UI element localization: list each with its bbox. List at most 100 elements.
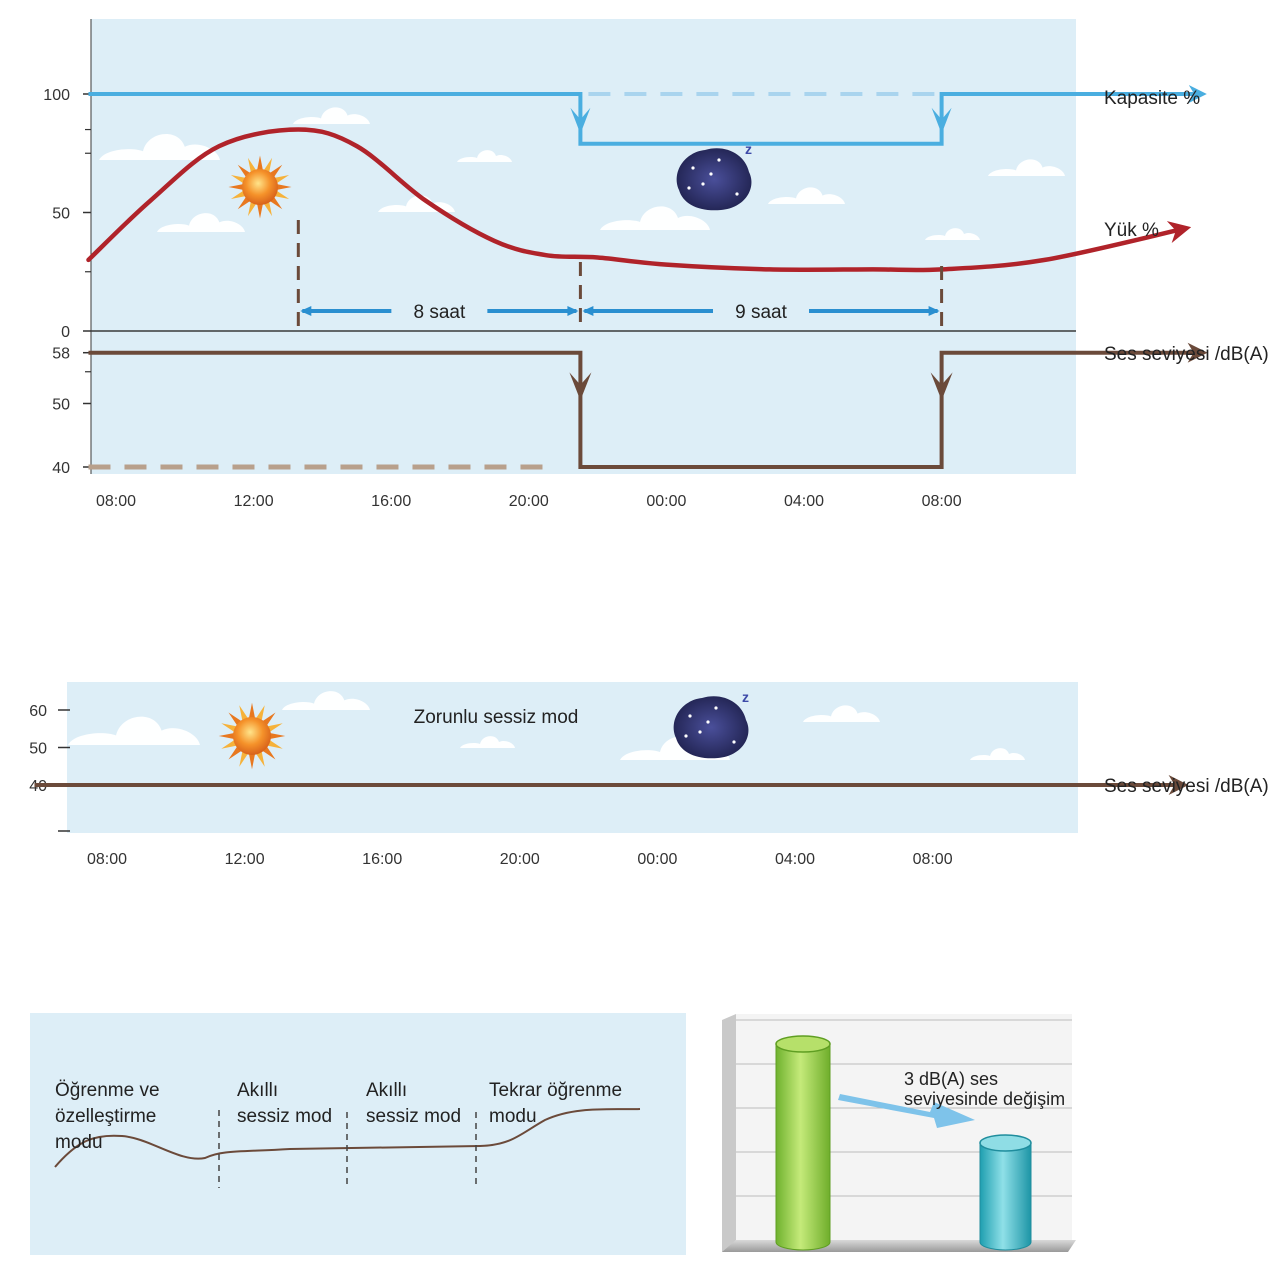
x-tick-label: 08:00 xyxy=(913,851,953,868)
interval-label: 9 saat xyxy=(735,302,787,323)
cloud-icon xyxy=(68,716,200,745)
y-tick-label: 0 xyxy=(61,324,70,341)
interval-brackets: 8 saat 9 saat xyxy=(300,302,940,323)
comparison-bars xyxy=(775,1035,1032,1251)
y-tick-label: 100 xyxy=(43,87,70,104)
cloud-icon xyxy=(99,133,220,160)
x-tick-label: 08:00 xyxy=(87,851,127,868)
sun-icon xyxy=(218,702,286,770)
comparison-annotation-line-2: seviyesinde değişim xyxy=(904,1089,1065,1109)
night-cloud xyxy=(676,148,752,211)
y-tick-label: 60 xyxy=(29,703,47,720)
sun-ray xyxy=(247,201,257,217)
sun-ray xyxy=(257,203,263,219)
comparison-annotation-line-1: 3 dB(A) ses xyxy=(904,1069,998,1089)
mode-curve-line xyxy=(54,1108,641,1168)
sun-disc xyxy=(242,169,278,205)
x-tick-label: 00:00 xyxy=(637,851,677,868)
modes-chart: Öğrenme ve özelleştirme modu Akıllı sessiz m… xyxy=(30,1013,686,1255)
cloud-icon xyxy=(768,187,845,204)
star xyxy=(706,720,710,724)
sun-ray xyxy=(239,751,249,767)
cloud-icon xyxy=(970,748,1025,760)
cloud-icon xyxy=(988,159,1065,176)
forced-sound-legend-label: Ses seviyesi /dB(A) xyxy=(1104,776,1269,797)
sun-ray xyxy=(247,157,257,173)
sun-ray xyxy=(237,196,251,210)
phase-label-line: Öğrenme ve xyxy=(55,1080,160,1101)
sun-ray xyxy=(269,196,283,210)
sun-ray xyxy=(248,702,256,719)
sun-ray xyxy=(274,174,290,184)
sound-down-arrowhead-1 xyxy=(569,372,592,401)
star xyxy=(717,158,721,162)
phase-label-line: modu xyxy=(489,1106,537,1127)
sun-ray xyxy=(263,157,273,173)
main-chart-y-ticks: 100 50 0 58 50 40 xyxy=(43,19,92,477)
modes-chart-background xyxy=(30,1013,686,1255)
sun-icon xyxy=(228,155,292,219)
comparison-side-wall xyxy=(722,1014,736,1252)
sun-ray xyxy=(274,190,290,200)
sun-ray xyxy=(255,705,265,721)
x-tick-label: 16:00 xyxy=(362,851,402,868)
phase-label-line: özelleştirme xyxy=(55,1106,156,1127)
sun-ray xyxy=(262,746,276,760)
interval-arrowhead xyxy=(567,306,579,316)
sun-ray xyxy=(263,201,273,217)
cloud-icon xyxy=(460,736,515,748)
capacity-series-line xyxy=(88,85,1207,146)
cloud-icon xyxy=(803,705,880,722)
capacity-step-arrowhead xyxy=(931,107,952,134)
x-tick-label: 00:00 xyxy=(646,493,686,510)
phase-label-line: sessiz mod xyxy=(366,1106,461,1127)
sun-ray xyxy=(239,705,249,721)
sun-ray xyxy=(230,190,246,200)
interval-arrowhead xyxy=(582,306,594,316)
main-chart: 100 50 0 58 50 40 08:00 12:00 16:00 20:00 00:00 04… xyxy=(43,19,1269,510)
moon-icon: z xyxy=(673,689,749,759)
interval-arrowhead xyxy=(300,306,312,316)
phase-label-line: Tekrar öğrenme xyxy=(489,1080,622,1101)
sun-ray xyxy=(237,164,251,178)
star xyxy=(735,192,739,196)
sound-legend-label: Ses seviyesi /dB(A) xyxy=(1104,344,1269,365)
interval-markers xyxy=(296,220,944,331)
moon-icon: z xyxy=(676,141,752,211)
sun-ray xyxy=(218,732,235,740)
sound-series-line xyxy=(88,342,1208,469)
sun-ray xyxy=(269,164,283,178)
sun-ray xyxy=(276,184,292,190)
y-tick-label: 40 xyxy=(52,460,70,477)
sun-ray xyxy=(228,746,242,760)
phase-labels: Öğrenme ve özelleştirme modu Akıllı sessiz m… xyxy=(55,1080,622,1153)
x-tick-label: 12:00 xyxy=(234,493,274,510)
sun-ray xyxy=(221,739,237,749)
x-tick-label: 08:00 xyxy=(96,493,136,510)
sleep-glyph: z xyxy=(742,689,749,705)
forced-chart-background xyxy=(67,682,1078,833)
cylinder-bar xyxy=(775,1043,831,1251)
x-tick-label: 20:00 xyxy=(509,493,549,510)
star xyxy=(698,730,702,734)
load-legend-label: Yük % xyxy=(1104,220,1159,241)
star xyxy=(688,714,692,718)
y-tick-label: 50 xyxy=(29,741,47,758)
x-tick-label: 04:00 xyxy=(775,851,815,868)
x-tick-label: 12:00 xyxy=(225,851,265,868)
sun-ray xyxy=(228,712,242,726)
cylinder-bar xyxy=(979,1142,1032,1251)
star xyxy=(714,706,718,710)
sun-disc xyxy=(233,717,271,755)
forced-chart-title: Zorunlu sessiz mod xyxy=(414,707,579,728)
main-chart-clouds xyxy=(99,107,1065,240)
sun-ray xyxy=(267,723,283,733)
sun-ray xyxy=(262,712,276,726)
cylinder-top xyxy=(775,1035,831,1053)
sun-ray xyxy=(269,732,286,740)
phase-label-line: Akıllı xyxy=(366,1080,407,1101)
phase-label-line: Akıllı xyxy=(237,1080,278,1101)
star xyxy=(701,182,705,186)
